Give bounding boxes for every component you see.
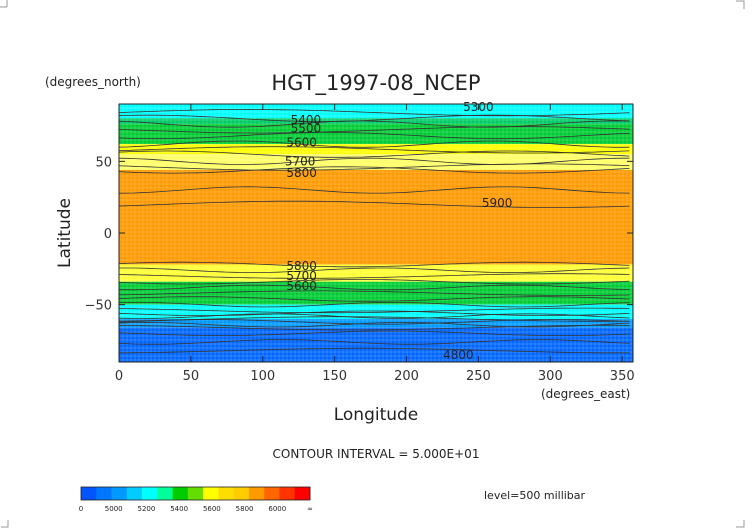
contour-interval-note: CONTOUR INTERVAL = 5.000E+01 [273,447,480,461]
colorbar-labels: 0 5000 5200 5400 5600 5800 6000 ∞ [79,505,313,513]
contour-label: 4800 [443,348,474,362]
contour-label: 5900 [482,196,513,210]
colorbar-swatch [157,487,173,500]
chart-title: HGT_1997-08_NCEP [271,71,480,96]
contour-line [118,163,630,171]
contour-line [119,284,630,291]
colorbar-label: 5600 [203,505,221,513]
band-7 [119,281,633,305]
y-tick-label: 50 [95,155,112,170]
contour-line [118,324,630,331]
colorbar-swatch [81,487,97,500]
colorbar-swatch [279,487,296,500]
contour-line [118,120,630,128]
contour-line [118,261,630,268]
contour-line [118,319,630,325]
contour-label: 5600 [286,279,317,293]
contour-label: 5800 [286,166,317,180]
y-tick-label: −50 [85,299,112,314]
colorbar-label: 5000 [105,505,123,513]
x-axis-ticks: 0 50 100 150 200 250 300 350 [115,104,635,384]
colorbar-swatch [233,487,250,500]
colorbar-swatch [172,487,189,500]
colorbar-label: ∞ [307,505,313,513]
colorbar-label: 0 [79,505,83,513]
contour-bands [119,104,633,362]
colorbar [80,486,311,501]
x-tick-label: 150 [322,369,347,384]
contour-label: 5400 [291,113,322,127]
contour-lines [118,108,630,354]
band-4 [119,154,633,170]
level-note: level=500 millibar [484,489,586,502]
colorbar-swatch [294,487,311,500]
x-tick-label: 100 [250,369,275,384]
colorbar-swatch [248,487,265,500]
contour-line [118,126,630,134]
y-axis-ticks: 50 0 −50 [85,155,633,314]
contour-label: 5700 [285,154,316,168]
contour-line [118,157,630,165]
x-tick-label: 0 [115,369,123,384]
band-2 [119,124,633,145]
contour-label: 5700 [286,269,317,283]
contour-line [118,321,630,328]
y-axis-label: Latitude [55,198,75,268]
contour-line [119,347,630,354]
contour-line [118,132,630,140]
contour-line [118,114,630,122]
band-6 [119,264,633,282]
contour-line [118,310,630,317]
band-0 [119,104,633,119]
x-tick-label: 300 [538,369,563,384]
colorbar-swatch [126,487,143,500]
colorbar-label: 5400 [170,505,188,513]
band-5 [119,169,633,265]
y-unit-label: (degrees_north) [45,75,141,89]
contour-line [118,146,630,154]
contour-line [118,279,630,285]
contour-line [118,273,630,279]
contour-line [118,296,630,302]
contour-label: 5800 [286,259,317,273]
contour-label: 5600 [286,136,317,150]
contour-line [118,186,630,194]
contour-line [118,140,630,148]
colorbar-swatch [264,487,280,500]
colorbar-swatch [142,487,158,500]
contour-line [118,166,630,174]
contour-line [118,290,630,296]
band-8 [119,304,633,319]
x-tick-label: 50 [183,369,200,384]
contour-labels: 5300540055005600570058005900580057005600… [285,100,513,362]
contour-label: 5500 [291,121,322,135]
contour-line [118,339,630,345]
x-tick-label: 200 [394,369,419,384]
colorbar-label: 5800 [236,505,254,513]
band-10 [119,327,633,362]
x-tick-label: 250 [466,369,491,384]
contour-line [118,307,630,314]
colorbar-label: 5200 [138,505,156,513]
colorbar-swatch [218,487,234,500]
x-axis-label: Longitude [334,405,419,425]
colorbar-swatch [187,487,204,500]
x-unit-label: (degrees_east) [541,387,630,401]
contour-line [118,200,630,208]
contour-line [118,330,630,336]
colorbar-swatch [111,487,128,500]
contour-line [119,267,630,274]
colorbar-swatch [203,487,219,500]
colorbar-label: 6000 [268,505,286,513]
contour-line [118,108,630,117]
contour-line [118,302,630,308]
contour-line [118,150,630,158]
contour-line [118,313,630,319]
y-tick-label: 0 [104,227,112,242]
colorbar-swatch [96,487,112,500]
x-tick-label: 350 [610,369,635,384]
